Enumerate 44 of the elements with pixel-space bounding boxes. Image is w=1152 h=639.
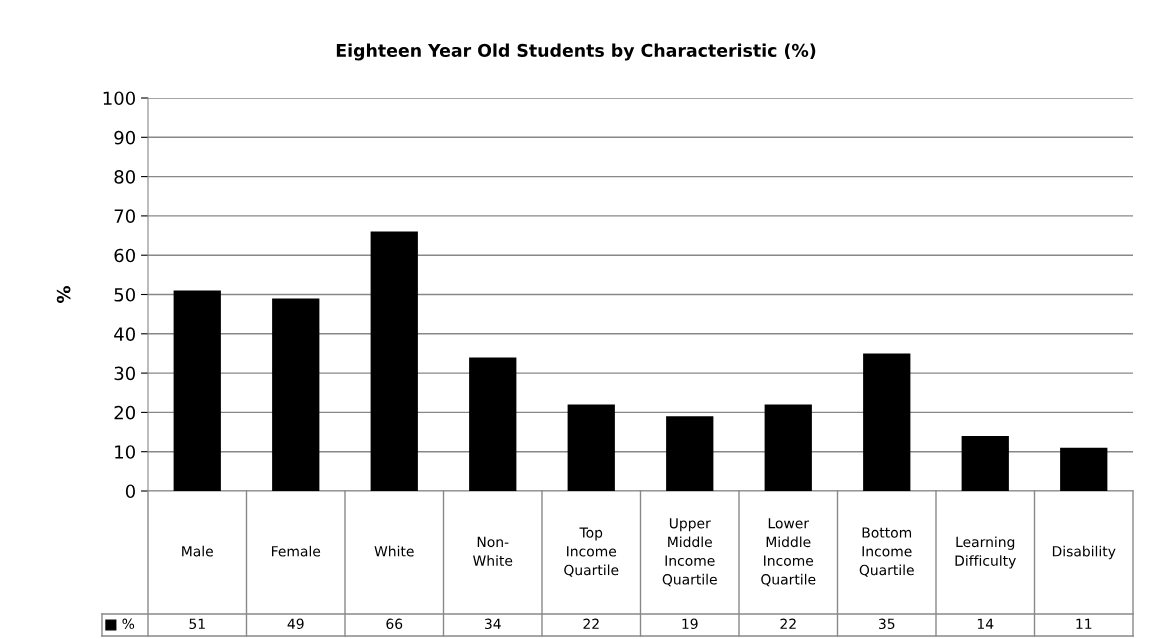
y-axis-title: % <box>56 286 71 303</box>
x-tick-label: Learning Difficulty <box>955 536 1016 569</box>
y-tick-label: 20 <box>114 405 135 420</box>
data-label: 34 <box>484 618 501 630</box>
bar <box>567 404 615 491</box>
y-tick-label: 0 <box>125 484 135 499</box>
data-label: 51 <box>189 618 205 630</box>
y-tick-label: 80 <box>114 170 135 184</box>
data-label: 22 <box>780 618 796 629</box>
x-tick-label: Lower Middle Income Quartile <box>761 518 816 587</box>
x-tick-label: Non-White <box>473 536 513 566</box>
x-tick-label: Bottom Income Quartile <box>859 527 914 577</box>
x-tick-label: Top Income Quartile <box>564 527 619 577</box>
y-tick-label: 50 <box>114 287 135 302</box>
x-tick-label: Disability <box>1052 545 1116 560</box>
x-tick-label: White <box>374 545 414 557</box>
y-tick-label: 70 <box>114 209 135 224</box>
bar <box>764 404 812 491</box>
y-tick-label: 90 <box>114 130 135 145</box>
x-tick-label: Female <box>272 545 321 557</box>
y-tick-label: 30 <box>114 366 135 381</box>
data-label: 22 <box>583 618 599 629</box>
bar <box>370 231 418 491</box>
x-tick-label: Upper Middle Income Quartile <box>662 518 717 587</box>
bar <box>961 435 1009 491</box>
y-tick-label: 60 <box>114 248 135 263</box>
bar <box>173 290 221 491</box>
y-tick-label: 40 <box>114 327 135 341</box>
data-label: 66 <box>386 618 403 630</box>
data-label: 49 <box>287 618 304 630</box>
bar <box>863 353 911 491</box>
data-label: 19 <box>682 618 698 630</box>
data-label: 14 <box>977 618 994 629</box>
legend-label: % <box>122 618 135 630</box>
x-tick-label: Male <box>182 545 213 557</box>
data-label: 11 <box>1076 618 1092 629</box>
bar <box>1060 447 1108 491</box>
bar <box>666 416 714 491</box>
bar <box>272 298 320 491</box>
chart-title: Eighteen Year Old Students by Characteristic (%) <box>336 43 816 61</box>
y-tick-label: 10 <box>115 445 135 459</box>
data-label: 35 <box>878 618 895 630</box>
y-tick-label: 100 <box>103 91 135 106</box>
bar <box>469 357 517 491</box>
